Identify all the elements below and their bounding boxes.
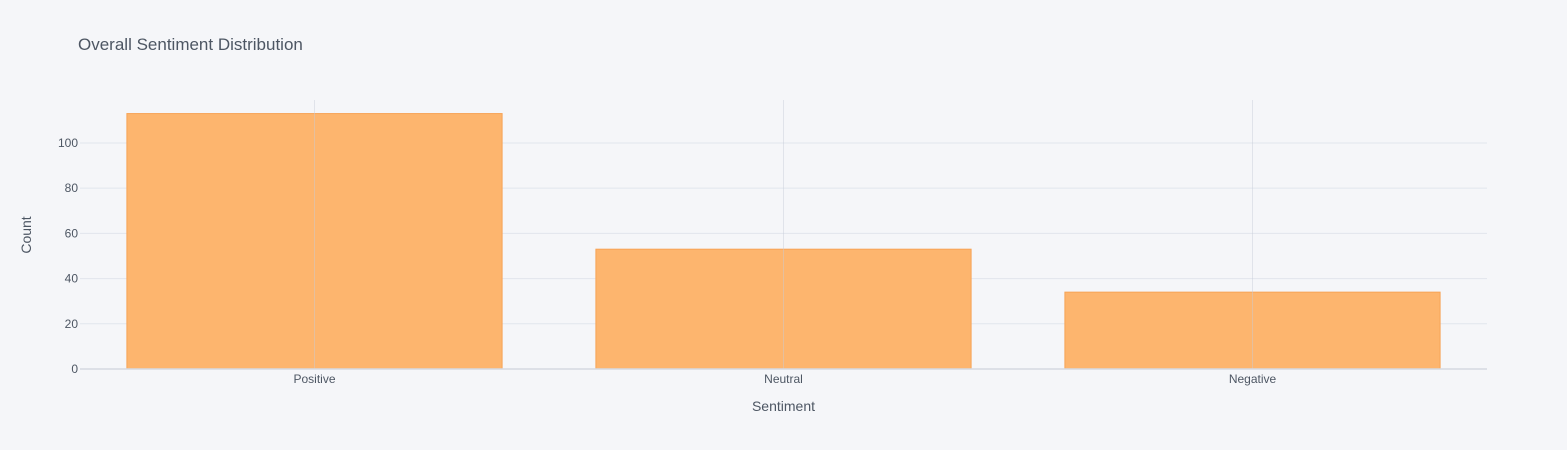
x-tick-label: Negative [1229, 372, 1277, 386]
y-axis-ticks: 0 20 40 60 80 100 [58, 136, 78, 376]
y-axis-title: Count [18, 216, 34, 253]
y-tick-label: 20 [65, 317, 79, 331]
y-tick-label: 0 [71, 362, 78, 376]
chart-title: Overall Sentiment Distribution [78, 35, 303, 54]
y-tick-label: 80 [65, 181, 79, 195]
x-tick-label: Neutral [764, 372, 803, 386]
x-axis-ticks: Positive Neutral Negative [293, 372, 1276, 386]
y-tick-label: 60 [65, 226, 79, 240]
bar-positive[interactable] [126, 113, 503, 370]
bar-neutral[interactable] [595, 248, 972, 370]
y-tick-label: 100 [58, 136, 78, 150]
bars [80, 100, 1487, 370]
x-tick-label: Positive [293, 372, 335, 386]
y-tick-label: 40 [65, 272, 79, 286]
bar-negative[interactable] [1064, 291, 1441, 370]
x-axis-title: Sentiment [752, 398, 815, 414]
